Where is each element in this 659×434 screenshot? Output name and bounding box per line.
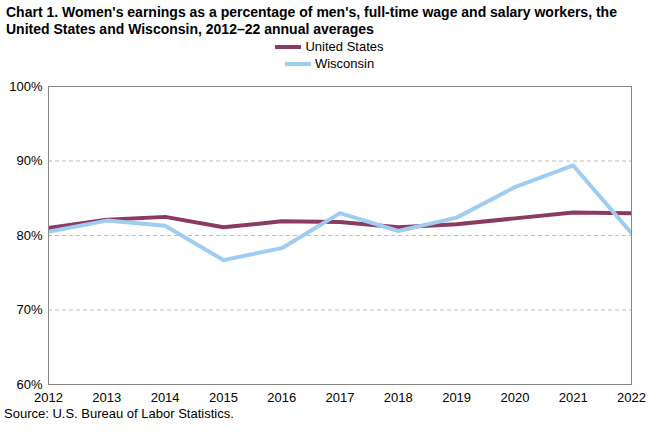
svg-text:2013: 2013	[92, 390, 121, 405]
html-text:United States: United States	[305, 39, 384, 54]
svg-text:2018: 2018	[384, 390, 413, 405]
svg-text:70%: 70%	[16, 302, 42, 317]
svg-text:2019: 2019	[442, 390, 471, 405]
svg-text:60%: 60%	[16, 376, 43, 392]
svg-text:100%: 100%	[9, 79, 43, 94]
svg-text:2020: 2020	[500, 390, 529, 405]
svg-text:90%: 90%	[16, 153, 42, 168]
html-text:Chart 1. Women's earnings as a: Chart 1. Women's earnings as a percentag…	[6, 4, 617, 37]
svg-text:2016: 2016	[267, 390, 296, 405]
html-text:Wisconsin: Wisconsin	[314, 56, 375, 71]
svg-text:2012: 2012	[34, 390, 63, 405]
svg-text:2014: 2014	[151, 390, 180, 405]
html-text:Source: U.S. Bureau of Labor S: Source: U.S. Bureau of Labor Statistics.	[4, 406, 234, 421]
svg-text:2021: 2021	[559, 390, 588, 405]
svg-text:80%: 80%	[16, 228, 42, 243]
svg-text:2015: 2015	[209, 390, 238, 405]
svg-text:2022: 2022	[617, 390, 646, 405]
svg-text:2017: 2017	[326, 390, 355, 405]
